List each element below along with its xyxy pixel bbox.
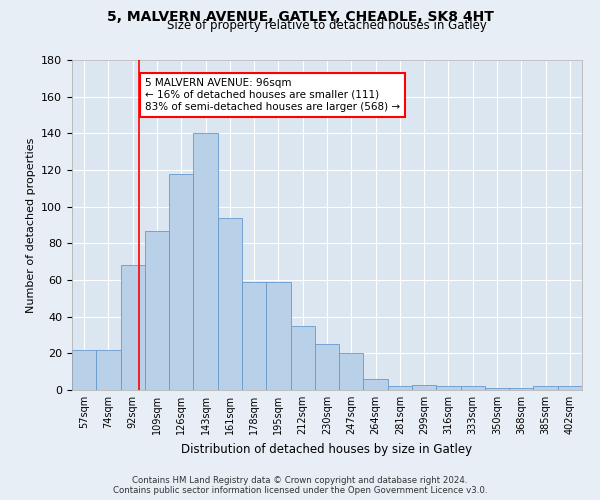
- X-axis label: Distribution of detached houses by size in Gatley: Distribution of detached houses by size …: [181, 442, 473, 456]
- Bar: [72, 350, 96, 390]
- Bar: [121, 266, 145, 390]
- Bar: [509, 388, 533, 390]
- Bar: [558, 386, 582, 390]
- Bar: [169, 174, 193, 390]
- Bar: [364, 379, 388, 390]
- Bar: [339, 354, 364, 390]
- Bar: [461, 386, 485, 390]
- Text: 5, MALVERN AVENUE, GATLEY, CHEADLE, SK8 4HT: 5, MALVERN AVENUE, GATLEY, CHEADLE, SK8 …: [107, 10, 493, 24]
- Bar: [533, 386, 558, 390]
- Title: Size of property relative to detached houses in Gatley: Size of property relative to detached ho…: [167, 20, 487, 32]
- Bar: [315, 344, 339, 390]
- Bar: [436, 386, 461, 390]
- Bar: [145, 230, 169, 390]
- Y-axis label: Number of detached properties: Number of detached properties: [26, 138, 35, 312]
- Bar: [412, 384, 436, 390]
- Text: Contains HM Land Registry data © Crown copyright and database right 2024.
Contai: Contains HM Land Registry data © Crown c…: [113, 476, 487, 495]
- Bar: [485, 388, 509, 390]
- Bar: [96, 350, 121, 390]
- Bar: [193, 134, 218, 390]
- Text: 5 MALVERN AVENUE: 96sqm
← 16% of detached houses are smaller (111)
83% of semi-d: 5 MALVERN AVENUE: 96sqm ← 16% of detache…: [145, 78, 400, 112]
- Bar: [290, 326, 315, 390]
- Bar: [242, 282, 266, 390]
- Bar: [266, 282, 290, 390]
- Bar: [388, 386, 412, 390]
- Bar: [218, 218, 242, 390]
